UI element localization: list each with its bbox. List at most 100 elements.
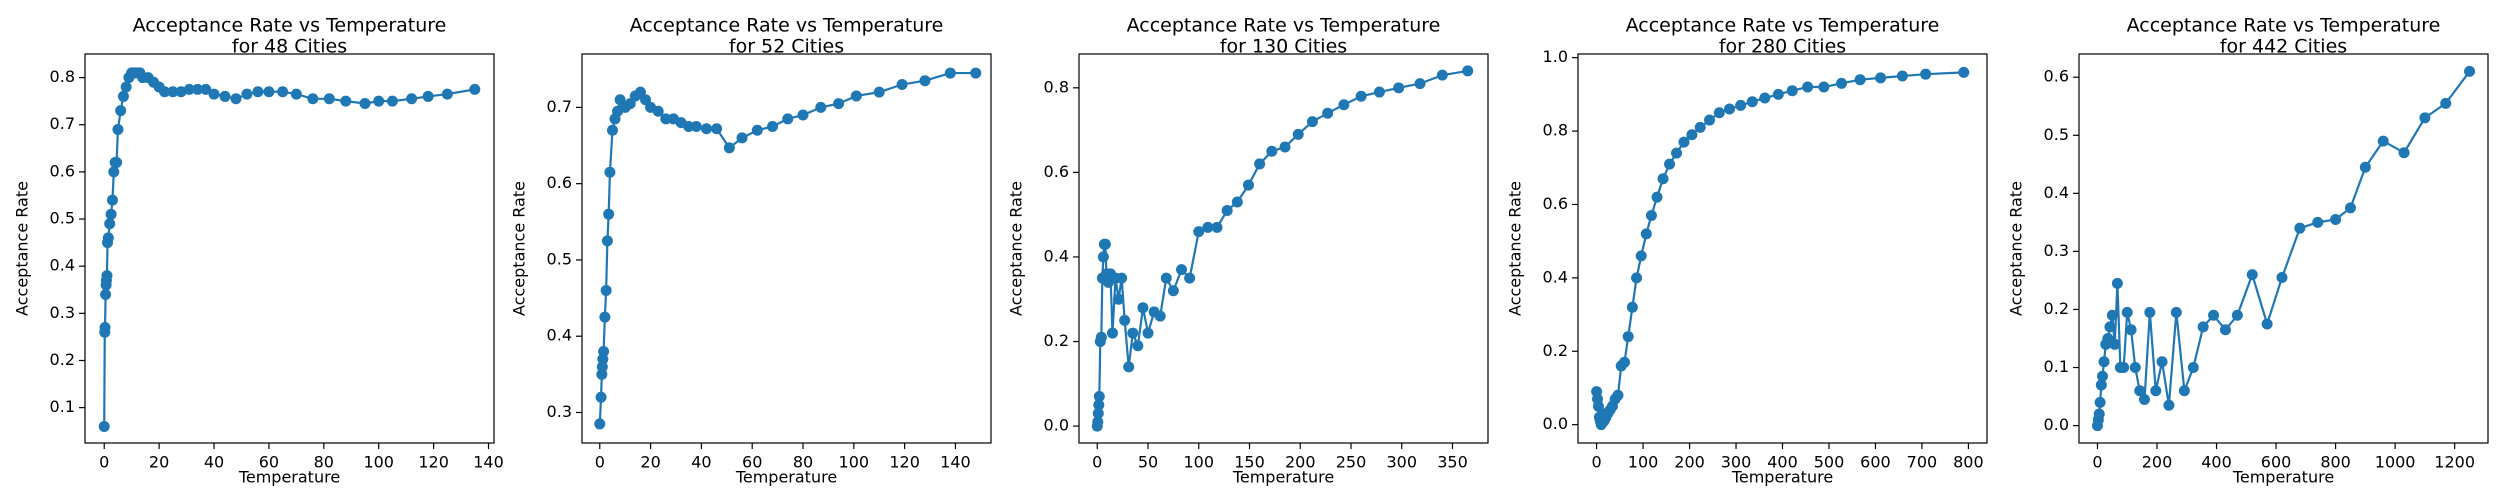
x-tick-label: 80 xyxy=(793,453,813,472)
data-point xyxy=(944,67,956,79)
chart-title: for 52 Cities xyxy=(729,36,844,58)
data-point xyxy=(1875,72,1887,84)
data-point xyxy=(290,88,302,100)
data-point xyxy=(873,86,885,98)
data-point xyxy=(599,311,611,323)
data-point xyxy=(1651,191,1663,203)
x-tick-label: 300 xyxy=(1721,453,1752,472)
y-tick-label: 0.4 xyxy=(547,326,572,345)
y-tick-label: 0.4 xyxy=(2044,183,2069,202)
data-line xyxy=(103,71,475,427)
data-point xyxy=(1176,264,1188,276)
data-point xyxy=(2246,269,2258,281)
data-point xyxy=(1116,272,1128,284)
data-point xyxy=(1242,179,1254,191)
data-point xyxy=(1095,331,1107,343)
y-tick-label: 0.2 xyxy=(50,350,75,369)
y-tick-label: 0.0 xyxy=(1044,416,1069,435)
data-point xyxy=(2344,202,2356,214)
data-point xyxy=(1618,356,1630,368)
data-point xyxy=(1231,196,1243,208)
chart-title: for 130 Cities xyxy=(1220,36,1347,58)
y-tick-label: 0.1 xyxy=(2044,357,2069,376)
data-point xyxy=(1338,99,1350,111)
data-point xyxy=(340,95,352,107)
y-tick-label: 0.1 xyxy=(50,397,75,416)
data-point xyxy=(359,98,371,110)
data-point xyxy=(594,418,606,430)
data-point xyxy=(1772,88,1784,100)
data-point xyxy=(919,75,931,87)
data-point xyxy=(112,123,124,135)
data-point xyxy=(1137,302,1149,314)
x-tick-label: 100 xyxy=(363,453,394,472)
data-line xyxy=(2096,70,2471,426)
y-tick-label: 0.0 xyxy=(2044,415,2069,434)
data-point xyxy=(1184,272,1196,284)
data-point xyxy=(101,270,113,282)
data-point xyxy=(159,86,171,98)
data-point xyxy=(1854,74,1866,86)
data-point xyxy=(606,124,618,136)
data-point xyxy=(422,90,434,102)
x-tick-label: 200 xyxy=(2142,453,2173,472)
data-point xyxy=(660,113,672,125)
data-point xyxy=(2106,309,2118,321)
plot-frame xyxy=(1078,53,1489,444)
x-tick-label: 140 xyxy=(940,453,971,472)
y-tick-label: 0.6 xyxy=(547,173,572,192)
x-tick-label: 1200 xyxy=(2434,453,2475,472)
x-tick-label: 60 xyxy=(742,453,762,472)
data-point xyxy=(736,132,748,144)
y-tick-label: 0.6 xyxy=(50,161,75,180)
data-point xyxy=(1920,68,1932,80)
data-point xyxy=(2111,277,2123,289)
data-point xyxy=(1759,92,1771,104)
data-point xyxy=(117,90,129,102)
data-point xyxy=(1193,226,1205,238)
data-point xyxy=(850,90,862,102)
data-point xyxy=(2359,161,2371,173)
x-tick-label: 1000 xyxy=(2375,453,2416,472)
x-tick-label: 120 xyxy=(418,453,449,472)
data-point xyxy=(1958,66,1970,78)
data-point xyxy=(595,391,607,403)
data-point xyxy=(2094,396,2106,408)
data-point xyxy=(263,86,275,98)
x-tick-label: 20 xyxy=(640,453,660,472)
x-tick-label: 800 xyxy=(2320,453,2351,472)
x-axis-label: Temperature xyxy=(1232,468,1334,487)
x-tick-label: 400 xyxy=(2201,453,2232,472)
data-point xyxy=(2231,309,2243,321)
y-axis-label: Acceptance Rate xyxy=(2007,181,2026,316)
data-point xyxy=(277,86,289,98)
data-point xyxy=(604,166,616,178)
data-point xyxy=(2170,306,2182,318)
data-point xyxy=(1167,285,1179,297)
data-point xyxy=(652,105,664,117)
data-point xyxy=(1724,103,1736,115)
data-point xyxy=(970,67,982,79)
y-tick-label: 0.5 xyxy=(2044,125,2069,144)
x-tick-label: 20 xyxy=(149,453,169,472)
data-point xyxy=(1622,331,1634,343)
y-tick-label: 0.2 xyxy=(1543,341,1568,360)
data-point xyxy=(2419,112,2431,124)
x-tick-label: 40 xyxy=(691,453,711,472)
data-point xyxy=(1746,96,1758,108)
data-point xyxy=(105,208,117,220)
x-tick-label: 350 xyxy=(1437,453,1468,472)
data-point xyxy=(1097,251,1109,263)
data-point xyxy=(2187,362,2199,374)
data-point xyxy=(441,88,453,100)
data-point xyxy=(1127,327,1139,339)
data-point xyxy=(601,235,613,247)
data-point xyxy=(386,95,398,107)
x-tick-label: 100 xyxy=(1183,453,1214,472)
data-point xyxy=(192,83,204,95)
data-point xyxy=(115,105,127,117)
data-point xyxy=(1678,136,1690,148)
data-point xyxy=(2197,321,2209,333)
data-point xyxy=(1221,204,1233,216)
